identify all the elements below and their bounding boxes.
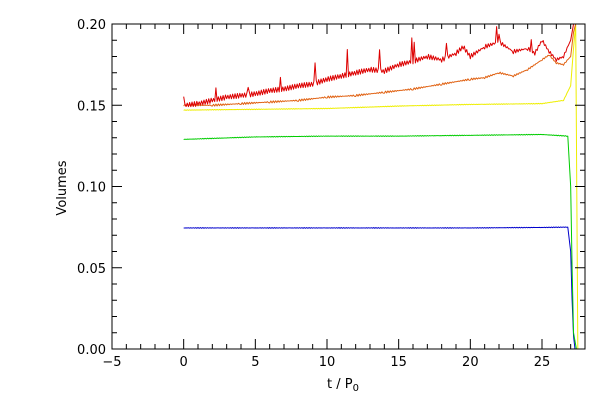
x-axis-label-subscript: 0 <box>353 383 359 394</box>
y-axis-label: Volumes <box>55 160 70 215</box>
x-tick-label: −5 <box>102 355 121 370</box>
x-tick-label: 15 <box>390 355 407 370</box>
labels-group: −5 0 5 10 15 20 25 0.00 0.05 0.10 0.15 0.20 <box>77 18 550 370</box>
y-tick-label: 0.15 <box>77 99 106 114</box>
x-axis-label: t / P0 <box>327 377 359 394</box>
x-tick-label: 10 <box>319 355 336 370</box>
ticks-group <box>111 23 586 350</box>
y-tick-label: 0.05 <box>77 262 106 277</box>
series-line-3 <box>183 23 577 107</box>
series-line-1 <box>183 133 577 350</box>
x-tick-label: 25 <box>534 355 551 370</box>
series-line-0 <box>183 226 576 350</box>
y-tick-label: 0.20 <box>77 18 106 33</box>
x-axis-label-main: t / P <box>327 377 353 392</box>
x-tick-label: 20 <box>462 355 479 370</box>
x-tick-label: 0 <box>180 355 188 370</box>
y-tick-label: 0.00 <box>77 343 106 358</box>
series-line-4 <box>183 23 575 108</box>
y-tick-label: 0.10 <box>77 181 106 196</box>
x-tick-label: 5 <box>251 355 259 370</box>
series-line-2 <box>183 23 579 350</box>
series-group <box>183 23 579 350</box>
